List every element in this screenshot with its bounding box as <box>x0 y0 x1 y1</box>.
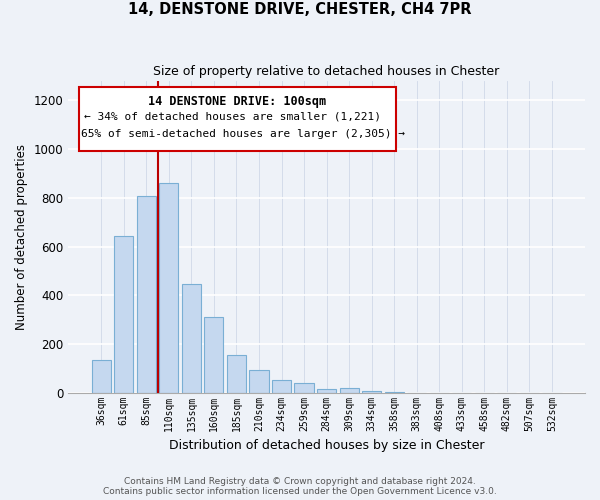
Text: 14 DENSTONE DRIVE: 100sqm: 14 DENSTONE DRIVE: 100sqm <box>148 94 326 108</box>
Bar <box>79 87 397 151</box>
Bar <box>272 380 291 393</box>
Bar <box>362 392 381 393</box>
Text: 65% of semi-detached houses are larger (2,305) →: 65% of semi-detached houses are larger (… <box>81 129 405 139</box>
Bar <box>250 370 269 393</box>
Bar <box>205 318 223 393</box>
Bar <box>317 390 336 393</box>
Text: Contains HM Land Registry data © Crown copyright and database right 2024.: Contains HM Land Registry data © Crown c… <box>124 477 476 486</box>
Bar <box>182 284 201 393</box>
Y-axis label: Number of detached properties: Number of detached properties <box>15 144 28 330</box>
Bar <box>340 388 359 393</box>
Title: Size of property relative to detached houses in Chester: Size of property relative to detached ho… <box>154 65 500 78</box>
Text: ← 34% of detached houses are smaller (1,221): ← 34% of detached houses are smaller (1,… <box>83 111 380 121</box>
Text: 14, DENSTONE DRIVE, CHESTER, CH4 7PR: 14, DENSTONE DRIVE, CHESTER, CH4 7PR <box>128 2 472 18</box>
Bar <box>114 236 133 393</box>
Bar <box>92 360 111 393</box>
Bar <box>385 392 404 393</box>
Text: Contains public sector information licensed under the Open Government Licence v3: Contains public sector information licen… <box>103 487 497 496</box>
Bar <box>295 383 314 393</box>
Bar <box>137 196 156 393</box>
Bar <box>159 182 178 393</box>
Bar <box>227 355 246 393</box>
X-axis label: Distribution of detached houses by size in Chester: Distribution of detached houses by size … <box>169 440 484 452</box>
